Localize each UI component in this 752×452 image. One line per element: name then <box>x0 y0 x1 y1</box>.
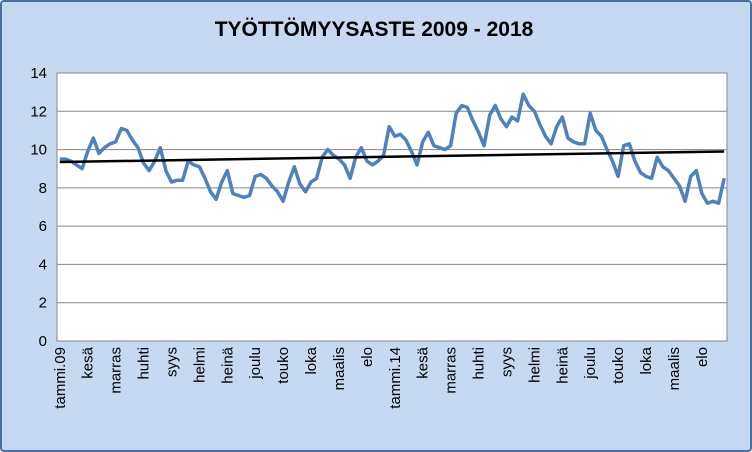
x-tick-label: elo <box>359 347 376 367</box>
x-tick-label: maalis <box>666 347 683 390</box>
plot-area <box>56 72 728 342</box>
x-tick-label: loka <box>638 346 655 374</box>
x-tick-label: touko <box>610 347 627 384</box>
x-tick-label: joulu <box>582 347 599 380</box>
x-tick-label: tammi.09 <box>52 347 69 409</box>
x-tick-label: tammi.14 <box>387 347 404 409</box>
x-tick-label: kesä <box>80 346 97 378</box>
y-tick-label: 2 <box>39 295 47 312</box>
chart-title: TYÖTTÖMYYSASTE 2009 - 2018 <box>214 18 534 41</box>
x-tick-label: syys <box>498 347 515 377</box>
x-tick-label: marras <box>108 347 125 394</box>
y-tick-label: 12 <box>30 103 47 120</box>
series-line-unemployment <box>59 92 726 205</box>
x-tick-label: huhti <box>471 347 488 380</box>
trend-line <box>59 150 725 164</box>
x-tick-label: joulu <box>247 347 264 380</box>
x-tick-label: kesä <box>415 346 432 378</box>
y-tick-label: 0 <box>39 333 47 350</box>
x-tick-label: loka <box>303 346 320 374</box>
y-tick-label: 6 <box>39 218 47 235</box>
x-tick-label: heinä <box>219 346 236 383</box>
x-tick-label: touko <box>275 347 292 384</box>
x-tick-label: maalis <box>331 347 348 390</box>
x-tick-label: huhti <box>136 347 153 380</box>
y-tick-label: 10 <box>30 142 47 159</box>
x-tick-label: helmi <box>526 347 543 383</box>
y-tick-label: 4 <box>39 256 47 273</box>
x-tick-label: heinä <box>554 346 571 383</box>
y-tick-label: 8 <box>39 180 47 197</box>
x-tick-label: marras <box>443 347 460 394</box>
y-tick-label: 14 <box>30 65 47 82</box>
x-tick-label: syys <box>163 347 180 377</box>
x-tick-label: helmi <box>191 347 208 383</box>
x-tick-label: elo <box>694 347 711 367</box>
